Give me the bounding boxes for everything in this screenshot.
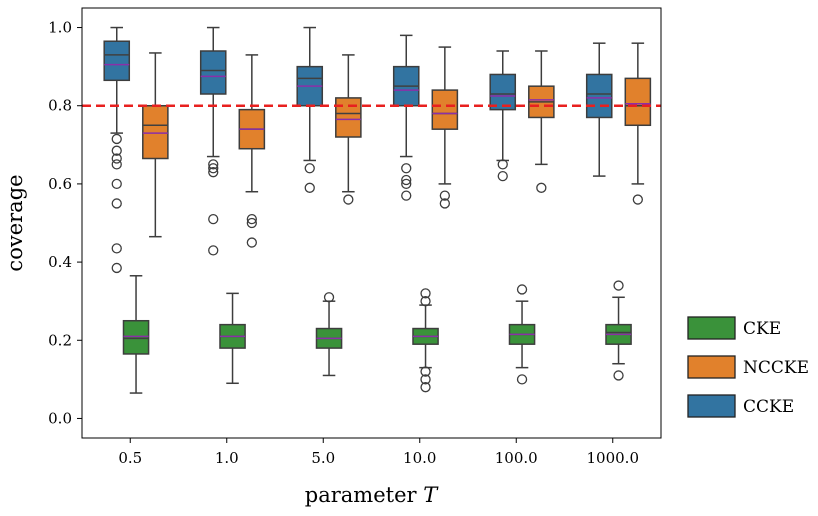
- outlier-point: [420, 288, 431, 299]
- x-tick-label: 100.0: [495, 449, 538, 467]
- legend-swatch-nccke: [687, 355, 736, 379]
- outlier-point: [111, 133, 122, 145]
- outlier-point: [613, 370, 624, 381]
- outlier-point: [208, 159, 219, 170]
- outlier-point: [401, 163, 412, 174]
- y-tick-label: 0.0: [48, 409, 72, 427]
- outlier-point: [111, 243, 122, 254]
- box-nccke: [431, 89, 459, 130]
- x-axis-label-variable: T: [423, 483, 439, 507]
- outlier-point: [401, 178, 412, 190]
- y-tick-label: 1.0: [48, 19, 72, 37]
- x-tick-label: 10.0: [403, 449, 436, 467]
- outlier-point: [304, 163, 315, 174]
- y-tick-label: 0.4: [48, 253, 72, 271]
- legend-label-ccke: CCKE: [743, 397, 794, 417]
- outlier-point: [111, 159, 122, 170]
- outlier-point: [246, 237, 257, 248]
- outlier-point: [516, 284, 528, 295]
- x-tick-label: 1000.0: [587, 449, 640, 467]
- box-nccke: [624, 77, 652, 127]
- outlier-point: [420, 296, 431, 307]
- legend-swatch-cke: [687, 316, 736, 340]
- y-tick-label: 0.6: [48, 175, 72, 193]
- box-nccke: [142, 104, 169, 160]
- outlier-point: [111, 262, 122, 274]
- outlier-point: [208, 245, 219, 256]
- outlier-point: [111, 145, 122, 156]
- outlier-point: [401, 174, 412, 186]
- outlier-point: [420, 366, 431, 377]
- outlier-point: [111, 178, 122, 190]
- legend-swatch-ccke: [687, 394, 736, 418]
- legend-label-cke: CKE: [743, 319, 781, 339]
- outlier-point: [497, 159, 508, 170]
- outlier-point: [323, 292, 335, 303]
- outlier-point: [208, 163, 219, 174]
- plot-frame: [81, 7, 662, 439]
- outlier-point: [516, 374, 528, 385]
- x-tick-label: 5.0: [311, 449, 335, 467]
- outlier-point: [497, 170, 508, 182]
- x-tick-label: 0.5: [118, 449, 142, 467]
- outlier-point: [208, 167, 219, 178]
- box-ccke: [489, 73, 517, 111]
- outlier-point: [111, 153, 122, 164]
- outlier-point: [420, 374, 431, 385]
- outlier-point: [632, 194, 643, 205]
- outlier-point: [208, 213, 219, 225]
- x-axis-label: parameter T: [305, 483, 439, 507]
- y-axis-label: coverage: [3, 174, 27, 271]
- legend-label-nccke: NCCKE: [743, 358, 809, 378]
- outlier-point: [420, 382, 431, 393]
- outlier-point: [613, 280, 624, 291]
- y-tick-label: 0.8: [48, 97, 72, 115]
- box-cke: [122, 319, 150, 355]
- outlier-point: [246, 213, 257, 225]
- box-ccke: [199, 50, 227, 95]
- box-ccke: [585, 73, 613, 119]
- plot-area: 0.0 0.2 0.4 0.6 0.8 1.0 0.5 1.0 5.0 10.0 100.0 1000…: [48, 19, 661, 467]
- outlier-point: [401, 190, 412, 201]
- outlier-point: [439, 198, 450, 209]
- x-tick-label: 1.0: [215, 449, 239, 467]
- outlier-point: [439, 190, 450, 201]
- outlier-point: [246, 217, 257, 229]
- box-nccke: [335, 97, 362, 138]
- outlier-point: [536, 182, 547, 193]
- box-ccke: [103, 40, 131, 82]
- outlier-point: [343, 194, 354, 205]
- outlier-point: [304, 182, 315, 193]
- x-axis-label-text: parameter: [305, 483, 423, 507]
- y-tick-label: 0.2: [48, 331, 72, 349]
- outlier-point: [111, 198, 122, 209]
- legend: CKE NCCKE CCKE: [687, 316, 809, 418]
